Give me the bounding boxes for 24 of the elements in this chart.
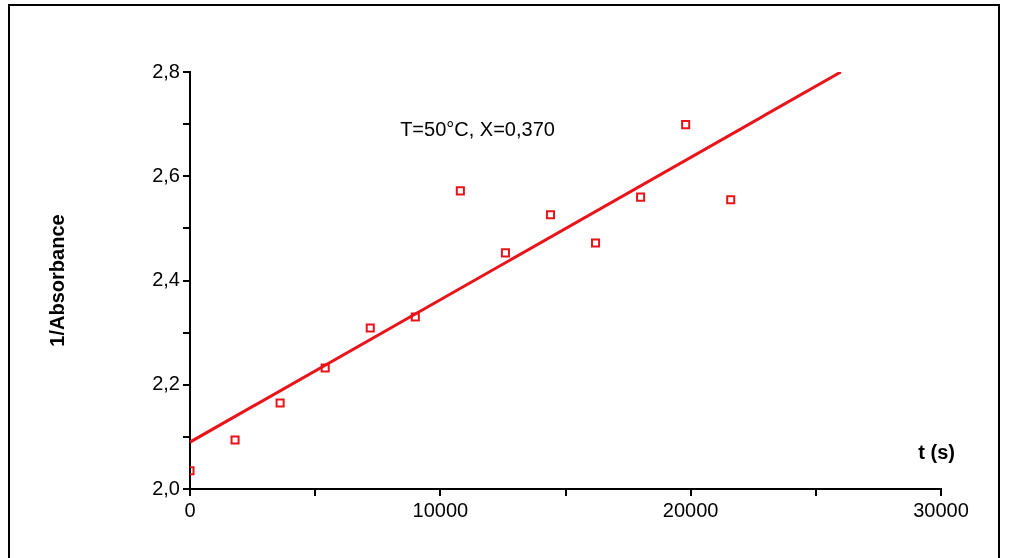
y-tick-label: 2,6	[152, 163, 180, 186]
point	[365, 323, 375, 333]
point	[500, 248, 510, 258]
point	[410, 312, 420, 322]
point	[726, 195, 736, 205]
x-axis-title: t (s)	[918, 440, 955, 463]
y-tick-label: 2,8	[152, 59, 180, 82]
point	[230, 435, 240, 445]
point	[591, 238, 601, 248]
x-tick-label: 10000	[412, 498, 469, 521]
y-axis-title: 1/Absorbance	[45, 214, 68, 347]
point	[545, 210, 556, 220]
point	[636, 192, 646, 202]
y-tick-label: 2,2	[152, 372, 180, 395]
point	[455, 186, 465, 196]
x-tick-label: 0	[184, 498, 196, 521]
point	[681, 120, 691, 130]
annotation: T=50°C, X=0,370	[400, 117, 555, 140]
x-tick-label: 20000	[662, 498, 719, 521]
point	[275, 398, 285, 408]
y-tick-label: 2,0	[152, 476, 180, 499]
y-tick-label: 2,4	[152, 268, 180, 291]
x-tick-label: 30000	[913, 498, 969, 521]
point	[320, 363, 330, 373]
